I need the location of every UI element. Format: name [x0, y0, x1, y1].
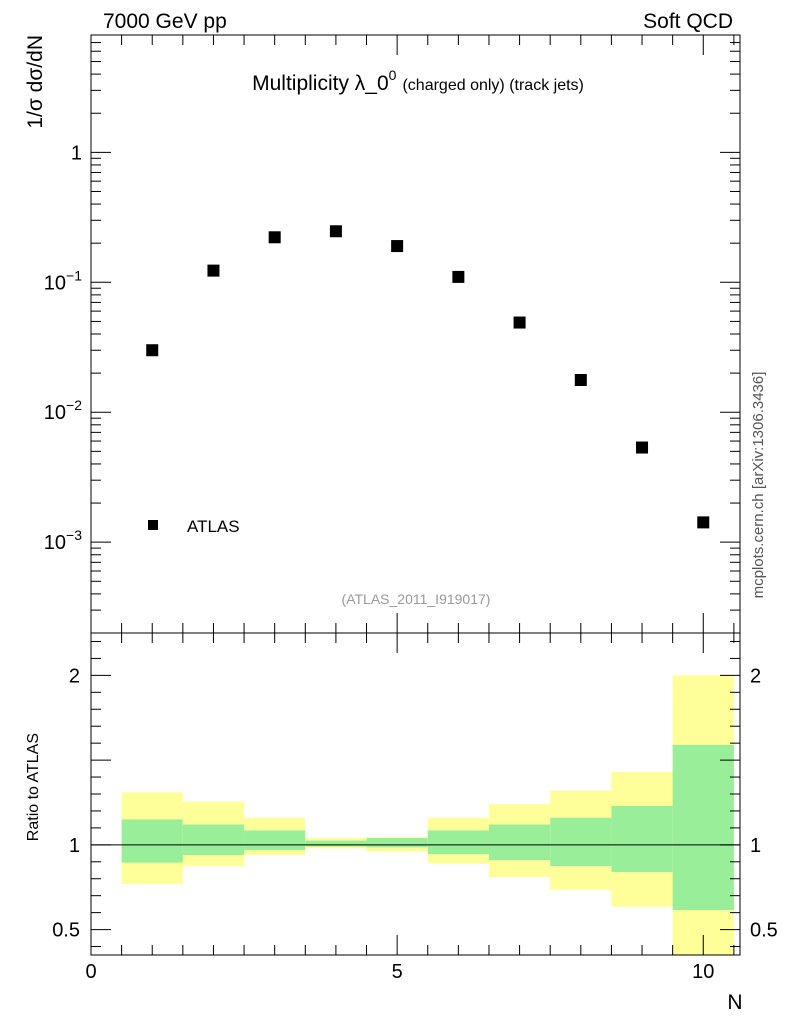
data-point	[636, 441, 649, 454]
process-label: Soft QCD	[643, 10, 733, 33]
main-y-tick-label-exponent: −1	[66, 267, 82, 283]
main-y-tick-label-base: 10	[44, 402, 66, 424]
main-axis-ticks: 10−310−210−11	[44, 34, 740, 634]
ratio-axis-ticks: 0.5 0.5 1 1 2 2 0 5 10	[52, 633, 778, 983]
ratio-y-tick-label-right: 0.5	[750, 920, 778, 942]
data-point	[452, 270, 465, 283]
data-point	[513, 316, 526, 329]
ratio-y-tick-label: 0.5	[52, 920, 80, 942]
x-tick-label: 5	[392, 961, 403, 983]
ratio-inner-band	[550, 817, 612, 867]
ratio-inner-band	[305, 840, 367, 847]
energy-label: 7000 GeV pp	[103, 10, 227, 33]
legend: ATLAS	[148, 517, 240, 536]
ratio-y-tick-label-right: 1	[750, 835, 761, 857]
ratio-inner-band	[182, 824, 245, 856]
ratio-inner-band	[611, 805, 673, 872]
main-y-tick-label-base: 10	[44, 532, 66, 554]
main-y-tick-label-base: 1	[71, 142, 82, 164]
data-point	[329, 225, 342, 238]
ratio-inner-band	[427, 830, 489, 855]
main-title: Multiplicity λ_00 (charged only) (track j…	[252, 67, 584, 95]
main-title-suffix: (charged only) (track jets)	[402, 77, 583, 94]
data-point	[268, 231, 281, 244]
legend-label: ATLAS	[187, 517, 240, 536]
ratio-inner-band	[672, 744, 734, 911]
main-y-tick-label: 1	[71, 142, 82, 164]
analysis-id-label: (ATLAS_2011_I919017)	[342, 591, 491, 607]
legend-marker	[148, 520, 158, 530]
ratio-plot-panel: 0.5 0.5 1 1 2 2 0 5 10 Ratio to ATLAS N	[25, 632, 778, 1014]
main-ylabel: 1/σ dσ/dN	[24, 35, 47, 129]
data-point	[391, 240, 404, 253]
main-plot-panel: Multiplicity λ_00 (charged only) (track j…	[24, 34, 741, 634]
ratio-y-tick-label: 1	[69, 835, 80, 857]
main-y-tick-label-exponent: −2	[66, 397, 82, 413]
ratio-bands	[121, 675, 734, 955]
main-data-points	[146, 225, 710, 529]
main-frame	[90, 34, 741, 634]
main-y-tick-label: 10−2	[44, 397, 82, 424]
ratio-y-tick-label: 2	[69, 665, 80, 687]
ratio-y-tick-label-right: 2	[750, 665, 761, 687]
ratio-ylabel: Ratio to ATLAS	[25, 733, 42, 841]
ratio-inner-band	[488, 824, 551, 861]
main-y-tick-label: 10−1	[44, 267, 82, 294]
main-title-text: Multiplicity λ_0	[252, 72, 389, 95]
ratio-frame	[90, 632, 741, 956]
data-point	[697, 516, 710, 529]
main-y-tick-label: 10−3	[44, 527, 82, 554]
ratio-inner-band	[366, 838, 428, 848]
main-y-tick-label-base: 10	[44, 272, 66, 294]
side-credit-label: mcplots.cern.ch [arXiv:1306.3436]	[750, 372, 767, 599]
ratio-inner-band	[121, 819, 183, 863]
x-tick-label: 10	[692, 961, 714, 983]
x-tick-label: 0	[85, 961, 96, 983]
x-axis-label: N	[727, 991, 742, 1014]
data-point	[207, 264, 220, 277]
main-y-tick-label-exponent: −3	[66, 527, 82, 543]
data-point	[146, 344, 159, 357]
ratio-inner-band	[244, 830, 306, 850]
data-point	[574, 374, 587, 387]
main-title-superscript: 0	[389, 67, 397, 83]
